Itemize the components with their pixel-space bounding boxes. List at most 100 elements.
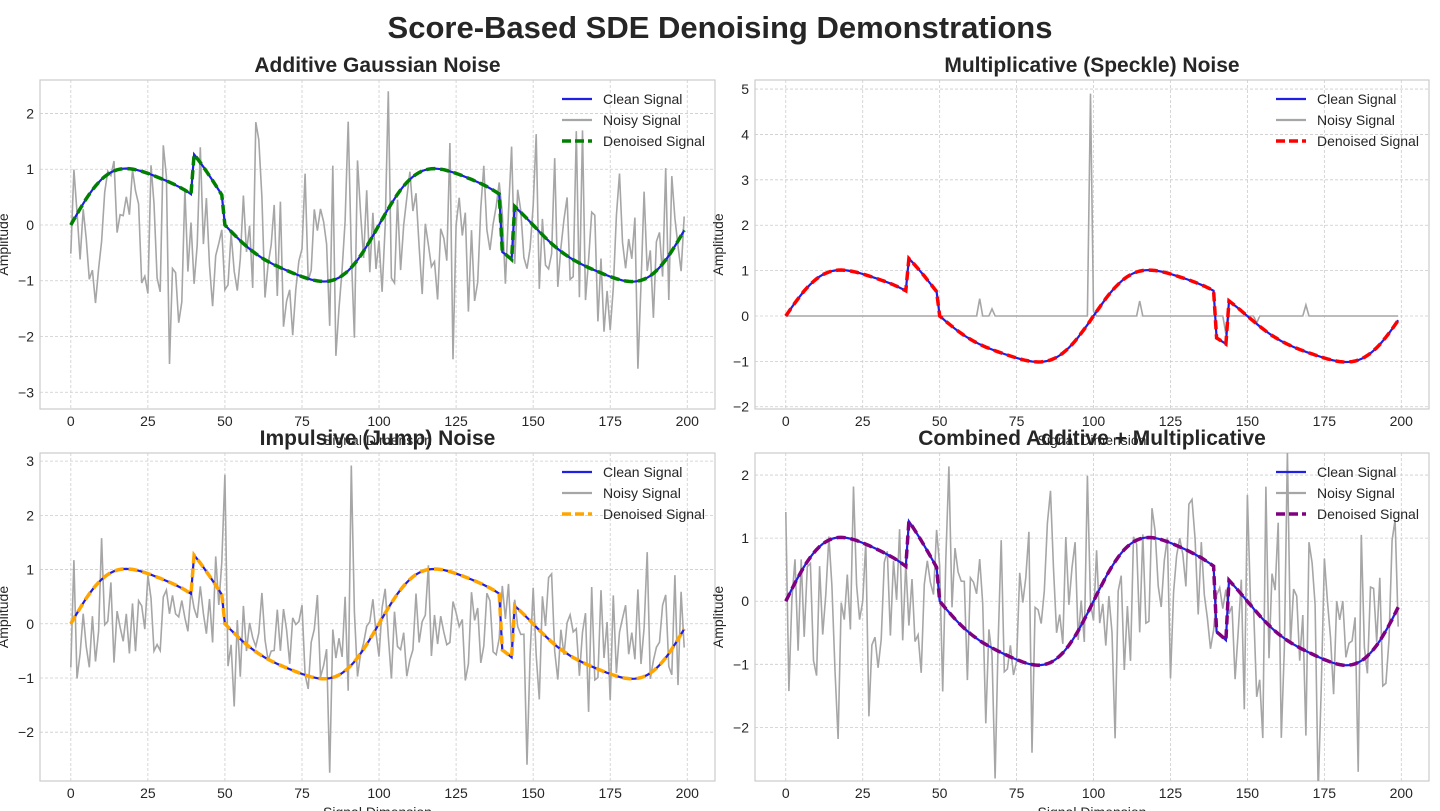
y-tick-label: −2 bbox=[18, 329, 34, 345]
y-tick-label: 2 bbox=[741, 217, 749, 233]
x-tick-label: 25 bbox=[855, 413, 871, 429]
x-tick-label: 0 bbox=[782, 785, 790, 801]
denoised-signal-line bbox=[784, 516, 1400, 668]
y-tick-label: 0 bbox=[26, 616, 34, 632]
subplot-title: Impulsive (Jump) Noise bbox=[260, 427, 496, 450]
legend-label: Noisy Signal bbox=[1317, 485, 1395, 501]
x-tick-label: 50 bbox=[217, 785, 233, 801]
y-tick-label: −1 bbox=[733, 353, 749, 369]
x-tick-label: 0 bbox=[782, 413, 790, 429]
x-tick-label: 0 bbox=[67, 785, 75, 801]
legend-label: Denoised Signal bbox=[603, 133, 705, 149]
x-tick-label: 150 bbox=[1236, 785, 1260, 801]
x-tick-label: 100 bbox=[1082, 785, 1106, 801]
x-axis-label: Signal Dimension bbox=[1038, 804, 1147, 811]
x-tick-label: 175 bbox=[1313, 413, 1337, 429]
x-tick-label: 150 bbox=[521, 413, 545, 429]
y-tick-label: 0 bbox=[26, 217, 34, 233]
x-tick-label: 125 bbox=[1159, 785, 1183, 801]
y-tick-label: 1 bbox=[26, 161, 34, 177]
x-tick-label: 125 bbox=[444, 413, 468, 429]
subplot-2: 0 25 50 75 100 125 150 175 200 5 4 3 2 1 0 −1 −2 Signal D… bbox=[710, 54, 1430, 448]
plot-frame bbox=[754, 452, 1430, 782]
x-tick-label: 200 bbox=[1390, 785, 1414, 801]
y-tick-label: 0 bbox=[741, 593, 749, 609]
noisy-signal-line bbox=[70, 91, 685, 369]
legend-label: Noisy Signal bbox=[603, 485, 681, 501]
x-axis-label: Signal Dimension bbox=[323, 432, 432, 448]
x-tick-label: 125 bbox=[1159, 413, 1183, 429]
denoised-signal-line bbox=[69, 550, 686, 681]
noisy-signal-line bbox=[70, 465, 685, 773]
clean-signal-line bbox=[784, 518, 1400, 667]
x-tick-label: 75 bbox=[1009, 413, 1025, 429]
x-tick-label: 200 bbox=[1390, 413, 1414, 429]
y-axis-label: Amplitude bbox=[710, 586, 726, 648]
y-tick-label: 2 bbox=[741, 467, 749, 483]
x-tick-label: 175 bbox=[599, 785, 623, 801]
x-tick-label: 200 bbox=[676, 413, 700, 429]
x-tick-label: 50 bbox=[217, 413, 233, 429]
y-tick-label: 1 bbox=[741, 530, 749, 546]
x-axis-label: Signal Dimension bbox=[323, 804, 432, 811]
x-tick-label: 75 bbox=[294, 785, 310, 801]
x-tick-label: 175 bbox=[1313, 785, 1337, 801]
legend-label: Denoised Signal bbox=[603, 506, 705, 522]
x-tick-label: 50 bbox=[932, 785, 948, 801]
x-tick-label: 75 bbox=[1009, 785, 1025, 801]
y-tick-label: −3 bbox=[18, 384, 34, 400]
plot-frame bbox=[754, 79, 1430, 410]
denoised-signal-line bbox=[69, 149, 686, 284]
y-tick-label: 4 bbox=[741, 126, 749, 142]
x-tick-label: 125 bbox=[444, 785, 468, 801]
legend-label: Denoised Signal bbox=[1317, 506, 1419, 522]
x-tick-label: 100 bbox=[367, 785, 391, 801]
y-tick-label: 1 bbox=[26, 562, 34, 578]
legend-label: Denoised Signal bbox=[1317, 133, 1419, 149]
y-axis-label: Amplitude bbox=[710, 213, 726, 275]
figure-title: Score-Based SDE Denoising Demonstrations bbox=[387, 10, 1053, 45]
legend-label: Clean Signal bbox=[1317, 464, 1396, 480]
subplot-1: 0 25 50 75 100 125 150 175 200 2 1 0 −1 −2 −3 Signal Di… bbox=[0, 54, 716, 448]
subplot-title: Combined Additive + Multiplicative bbox=[918, 427, 1266, 450]
x-tick-label: 150 bbox=[521, 785, 545, 801]
y-tick-label: 2 bbox=[26, 507, 34, 523]
subplot-title: Multiplicative (Speckle) Noise bbox=[944, 54, 1239, 77]
legend-label: Clean Signal bbox=[603, 91, 682, 107]
x-tick-label: 25 bbox=[855, 785, 871, 801]
legend-label: Clean Signal bbox=[1317, 91, 1396, 107]
y-tick-label: 5 bbox=[741, 81, 749, 97]
y-tick-label: −1 bbox=[18, 273, 34, 289]
y-axis-label: Amplitude bbox=[0, 213, 11, 275]
x-tick-label: 150 bbox=[1236, 413, 1260, 429]
x-tick-label: 100 bbox=[1082, 413, 1106, 429]
plot-frame bbox=[39, 452, 716, 782]
y-tick-label: −1 bbox=[733, 656, 749, 672]
denoised-signal-line bbox=[784, 254, 1400, 364]
y-axis-label: Amplitude bbox=[0, 586, 11, 648]
x-tick-label: 25 bbox=[140, 785, 156, 801]
subplot-title: Additive Gaussian Noise bbox=[254, 54, 500, 77]
y-tick-label: 3 bbox=[26, 453, 34, 469]
y-tick-label: −2 bbox=[18, 724, 34, 740]
noisy-signal-line bbox=[785, 453, 1399, 781]
y-tick-label: 3 bbox=[741, 172, 749, 188]
legend-label: Clean Signal bbox=[603, 464, 682, 480]
x-axis-label: Signal Dimension bbox=[1038, 432, 1147, 448]
x-tick-label: 175 bbox=[599, 413, 623, 429]
subplot-3: 0 25 50 75 100 125 150 175 200 3 2 1 0 −1 −2 Signal Dim… bbox=[0, 427, 716, 811]
x-tick-label: 100 bbox=[367, 413, 391, 429]
y-tick-label: 2 bbox=[26, 105, 34, 121]
y-tick-label: −1 bbox=[18, 670, 34, 686]
y-tick-label: 1 bbox=[741, 263, 749, 279]
x-tick-label: 200 bbox=[676, 785, 700, 801]
subplot-4: 0 25 50 75 100 125 150 175 200 2 1 0 −1 −2 Signal Dime… bbox=[710, 427, 1430, 811]
clean-signal-line bbox=[784, 256, 1400, 364]
x-tick-label: 75 bbox=[294, 413, 310, 429]
legend-label: Noisy Signal bbox=[1317, 112, 1395, 128]
x-tick-label: 25 bbox=[140, 413, 156, 429]
y-tick-label: 0 bbox=[741, 308, 749, 324]
noisy-signal-line bbox=[785, 93, 1399, 335]
legend-label: Noisy Signal bbox=[603, 112, 681, 128]
